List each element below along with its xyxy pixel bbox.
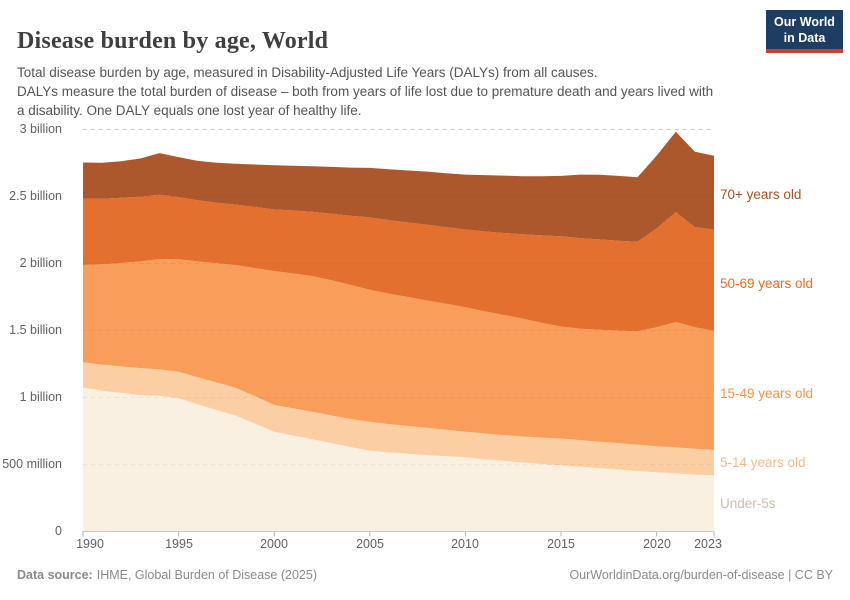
chart-subtitle: Total disease burden by age, measured in… [17,63,719,120]
y-axis-label-1b: 1 billion [19,390,62,404]
y-axis-label-1-5b: 1.5 billion [9,323,62,337]
y-axis-label-3b: 3 billion [19,122,62,136]
y-axis-label-2-5b: 2.5 billion [9,189,62,203]
owid-logo[interactable]: Our World in Data [766,10,843,53]
area-70-years-old[interactable] [83,131,714,242]
y-axis-label-0: 0 [55,524,62,538]
data-source-note: Data source: IHME, Global Burden of Disea… [17,568,317,582]
owid-logo-line2: in Data [783,30,826,45]
x-axis-label-2023: 2023 [694,537,722,551]
subtitle-line-2: DALYs measure the total burden of diseas… [17,84,714,118]
series-label-50-69[interactable]: 50-69 years old [720,276,814,291]
series-label-under-5s[interactable]: Under-5s [720,496,776,511]
y-axis-label-2b: 2 billion [19,256,62,270]
series-label-15-49[interactable]: 15-49 years old [720,386,814,401]
owid-logo-line1: Our World [774,15,835,29]
area-5-14-years-old[interactable] [83,362,714,476]
data-source-text: IHME, Global Burden of Disease (2025) [96,568,317,582]
page-title: Disease burden by age, World [17,28,329,55]
area-under-5s[interactable] [83,387,714,531]
x-axis-label-2020: 2020 [643,537,671,551]
x-axis-label-2010: 2010 [451,537,479,551]
x-axis-label-2015: 2015 [547,537,575,551]
data-source-label: Data source: [17,568,93,582]
area-50-69-years-old[interactable] [83,194,714,332]
x-axis-label-2005: 2005 [356,537,384,551]
y-axis-label-500m: 500 million [2,457,62,471]
license-link[interactable]: OurWorldinData.org/burden-of-disease | C… [569,568,833,582]
subtitle-line-1: Total disease burden by age, measured in… [17,65,598,80]
x-axis-label-1990: 1990 [76,537,104,551]
series-label-70-plus[interactable]: 70+ years old [720,187,802,202]
x-axis-label-1995: 1995 [165,537,193,551]
area-15-49-years-old[interactable] [83,259,714,450]
series-label-5-14[interactable]: 5-14 years old [720,455,806,470]
x-axis-label-2000: 2000 [260,537,288,551]
